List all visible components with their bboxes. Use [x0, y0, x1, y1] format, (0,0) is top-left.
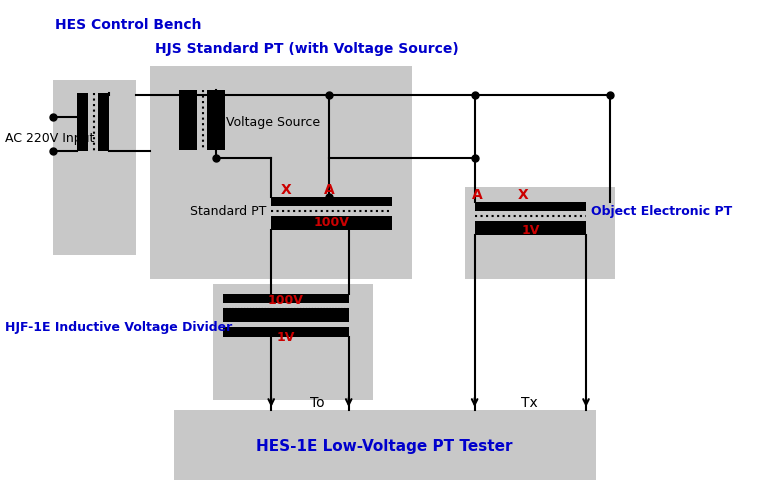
Bar — [475, 202, 586, 211]
Text: 1V: 1V — [277, 330, 295, 344]
Text: Voltage Source: Voltage Source — [226, 116, 320, 128]
Text: HES Control Bench: HES Control Bench — [55, 18, 201, 32]
Text: HJS Standard PT (with Voltage Source): HJS Standard PT (with Voltage Source) — [155, 42, 459, 56]
Text: Object Electronic PT: Object Electronic PT — [591, 205, 732, 218]
Bar — [465, 187, 615, 279]
Text: X: X — [518, 188, 528, 202]
Text: X: X — [280, 183, 291, 197]
Text: A: A — [324, 183, 334, 197]
Text: To: To — [310, 396, 325, 410]
Bar — [77, 93, 88, 151]
Bar — [174, 410, 596, 480]
Text: 1V: 1V — [521, 224, 540, 237]
Bar — [223, 328, 349, 337]
Text: HES-1E Low-Voltage PT Tester: HES-1E Low-Voltage PT Tester — [256, 439, 513, 454]
Bar — [475, 221, 586, 234]
Text: AC 220V Input: AC 220V Input — [5, 132, 94, 145]
Bar — [150, 66, 412, 279]
Text: Tx: Tx — [521, 396, 538, 410]
Text: 100V: 100V — [313, 216, 349, 230]
Bar — [271, 196, 392, 206]
Bar — [223, 294, 349, 304]
Bar — [213, 284, 373, 400]
Bar — [179, 90, 197, 150]
Bar — [98, 93, 109, 151]
Bar — [223, 308, 349, 322]
Text: HJF-1E Inductive Voltage Divider: HJF-1E Inductive Voltage Divider — [5, 321, 232, 334]
Bar — [53, 80, 135, 255]
Text: A: A — [472, 188, 483, 202]
Bar — [271, 216, 392, 230]
Bar — [207, 90, 225, 150]
Text: 100V: 100V — [268, 294, 304, 307]
Text: Standard PT: Standard PT — [190, 205, 266, 218]
